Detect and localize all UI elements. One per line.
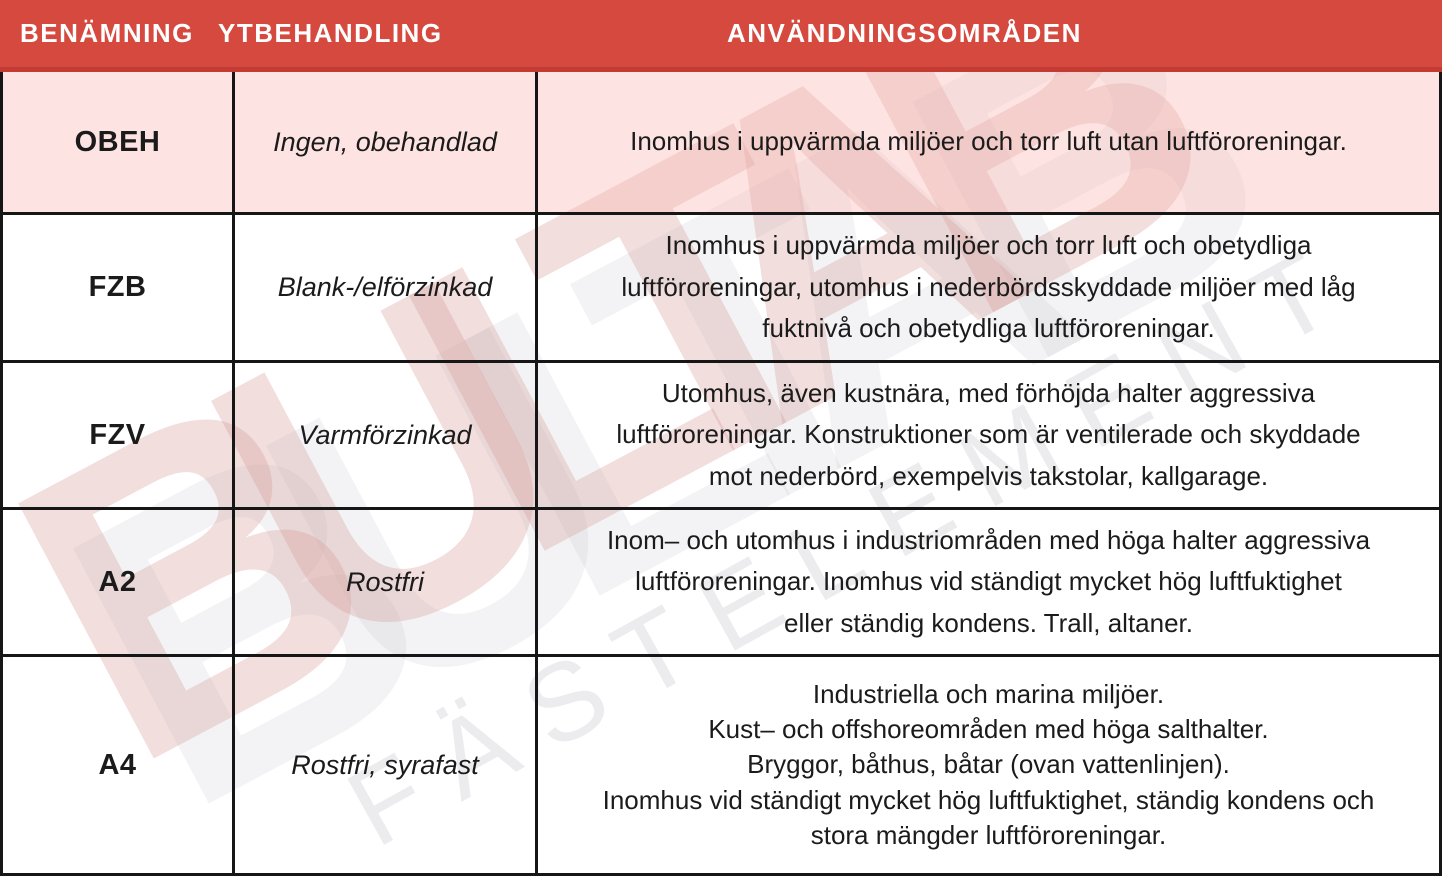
table-row-a2: A2 Rostfri Inom– och utomhus i industrio… <box>3 510 1439 657</box>
table-body: OBEH Ingen, obehandlad Inomhus i uppvärm… <box>0 72 1442 876</box>
column-header-anvandningsomraden: ANVÄNDNINGSOMRÅDEN <box>727 18 1082 48</box>
designation-cell: FZB <box>3 215 235 360</box>
table-header-bar: BENÄMNING YTBEHANDLING ANVÄNDNINGSOMRÅDE… <box>0 0 1442 72</box>
surface-treatment-cell: Ingen, obehandlad <box>235 72 538 212</box>
table-row-obeh: OBEH Ingen, obehandlad Inomhus i uppvärm… <box>3 72 1439 215</box>
usage-area-cell: Inomhus i uppvärmda miljöer och torr luf… <box>630 126 1347 157</box>
column-header-benamning: BENÄMNING <box>20 18 194 48</box>
surface-treatment-cell: Blank-/elförzinkad <box>235 215 538 360</box>
designation-cell: A4 <box>3 657 235 873</box>
usage-area-cell: Inom– och utomhus i industriområden med … <box>606 524 1371 638</box>
surface-treatment-cell: Rostfri <box>235 510 538 654</box>
surface-treatment-cell: Rostfri, syrafast <box>235 657 538 873</box>
designation-cell: FZV <box>3 363 235 507</box>
designation-cell: OBEH <box>3 72 235 212</box>
surface-treatment-cell: Varmförzinkad <box>235 363 538 507</box>
usage-area-cell: Industriella och marina miljöer. Kust– o… <box>602 679 1375 850</box>
table-row-fzb: FZB Blank-/elförzinkad Inomhus i uppvärm… <box>3 215 1439 363</box>
table-row-fzv: FZV Varmförzinkad Utomhus, även kustnära… <box>3 363 1439 510</box>
table-row-a4: A4 Rostfri, syrafast Industriella och ma… <box>3 657 1439 873</box>
usage-area-cell: Utomhus, även kustnära, med förhöjda hal… <box>616 377 1361 491</box>
usage-area-cell: Inomhus i uppvärmda miljöer och torr luf… <box>621 230 1356 344</box>
designation-cell: A2 <box>3 510 235 654</box>
column-header-ytbehandling: YTBEHANDLING <box>218 18 443 48</box>
